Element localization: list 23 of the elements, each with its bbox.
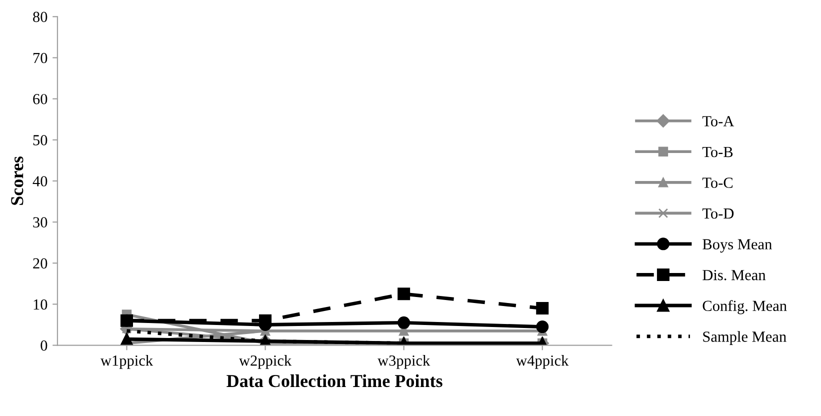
x-tick-label: w2ppick (238, 355, 292, 369)
y-tick-label: 40 (32, 176, 48, 186)
x-tick-label: w3ppick (378, 355, 430, 369)
y-axis-title: Scores (11, 156, 24, 205)
legend-label: To-B (702, 147, 733, 158)
legend-label: Dis. Mean (702, 270, 766, 280)
x-tick-label: w4ppick (516, 355, 569, 369)
x-axis-title: Data Collection Time Points (226, 374, 442, 388)
legend-label: To-A (702, 116, 734, 126)
y-tick-label: 50 (33, 135, 48, 146)
y-tick-label: 60 (33, 94, 48, 104)
y-tick-label: 20 (33, 258, 48, 269)
legend-label: To-C (702, 178, 733, 188)
y-tick-label: 10 (34, 299, 48, 310)
y-tick-label: 30 (33, 217, 48, 228)
legend-label: Sample Mean (703, 331, 786, 345)
legend-label: Boys Mean (702, 239, 772, 253)
y-tick-label: 70 (33, 52, 48, 64)
y-tick-label: 80 (33, 12, 48, 22)
legend-label: Config. Mean (702, 300, 787, 314)
x-tick-label: w1ppick (100, 355, 154, 369)
legend-label: To-D (702, 208, 734, 219)
y-tick-label: 0 (40, 340, 48, 351)
